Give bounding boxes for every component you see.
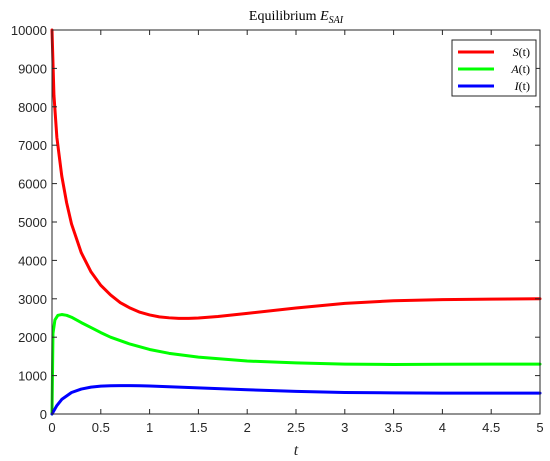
x-tick-label: 2.5: [287, 420, 305, 435]
tick-layer: 0 0.5 1 1.5 2 2.5 3 3.5 4 4.5 5 0 1000 2000 3000 4000 50…: [11, 23, 544, 435]
legend-arg: (t): [519, 45, 530, 59]
x-tick-label: 1.5: [189, 420, 207, 435]
y-tick-label: 6000: [18, 177, 47, 192]
legend-var: S: [513, 45, 519, 59]
y-tick-label: 2000: [18, 330, 47, 345]
series-layer: [50, 28, 542, 416]
y-tick-label: 5000: [18, 215, 47, 230]
y-tick-label: 10000: [11, 23, 47, 38]
legend-label: A(t): [510, 62, 530, 76]
title-math: E: [319, 9, 329, 24]
series-line-it: [50, 384, 542, 416]
title-subscript: SAI: [329, 15, 344, 26]
y-tick-label: 1000: [18, 369, 47, 384]
legend-var: I: [514, 79, 520, 93]
y-tick-label: 4000: [18, 253, 47, 268]
x-tick-label: 3.5: [385, 420, 403, 435]
x-tick-label: 3: [341, 420, 348, 435]
x-axis-label: t: [294, 442, 299, 459]
y-tick-label: 3000: [18, 292, 47, 307]
legend-var: A: [510, 62, 519, 76]
y-tick-label: 8000: [18, 100, 47, 115]
x-tick-label: 4.5: [482, 420, 500, 435]
title-base: Equilibrium: [249, 9, 320, 24]
x-tick-label: 1: [146, 420, 153, 435]
y-tick-label: 7000: [18, 138, 47, 153]
series-line-st: [50, 28, 542, 320]
x-tick-label: 4: [439, 420, 446, 435]
legend-arg: (t): [519, 62, 530, 76]
chart-title: Equilibrium ESAI: [249, 9, 344, 26]
x-tick-label: 5: [536, 420, 543, 435]
series-line-at: [50, 313, 542, 416]
legend-arg: (t): [519, 79, 530, 93]
y-tick-label: 0: [40, 407, 47, 422]
y-tick-label: 9000: [18, 61, 47, 76]
legend-label: S(t): [513, 45, 530, 59]
x-tick-label: 0.5: [92, 420, 110, 435]
legend-label: I(t): [514, 79, 530, 93]
legend: S(t)A(t)I(t): [451, 39, 537, 97]
x-tick-label: 0: [48, 420, 55, 435]
x-tick-label: 2: [244, 420, 251, 435]
